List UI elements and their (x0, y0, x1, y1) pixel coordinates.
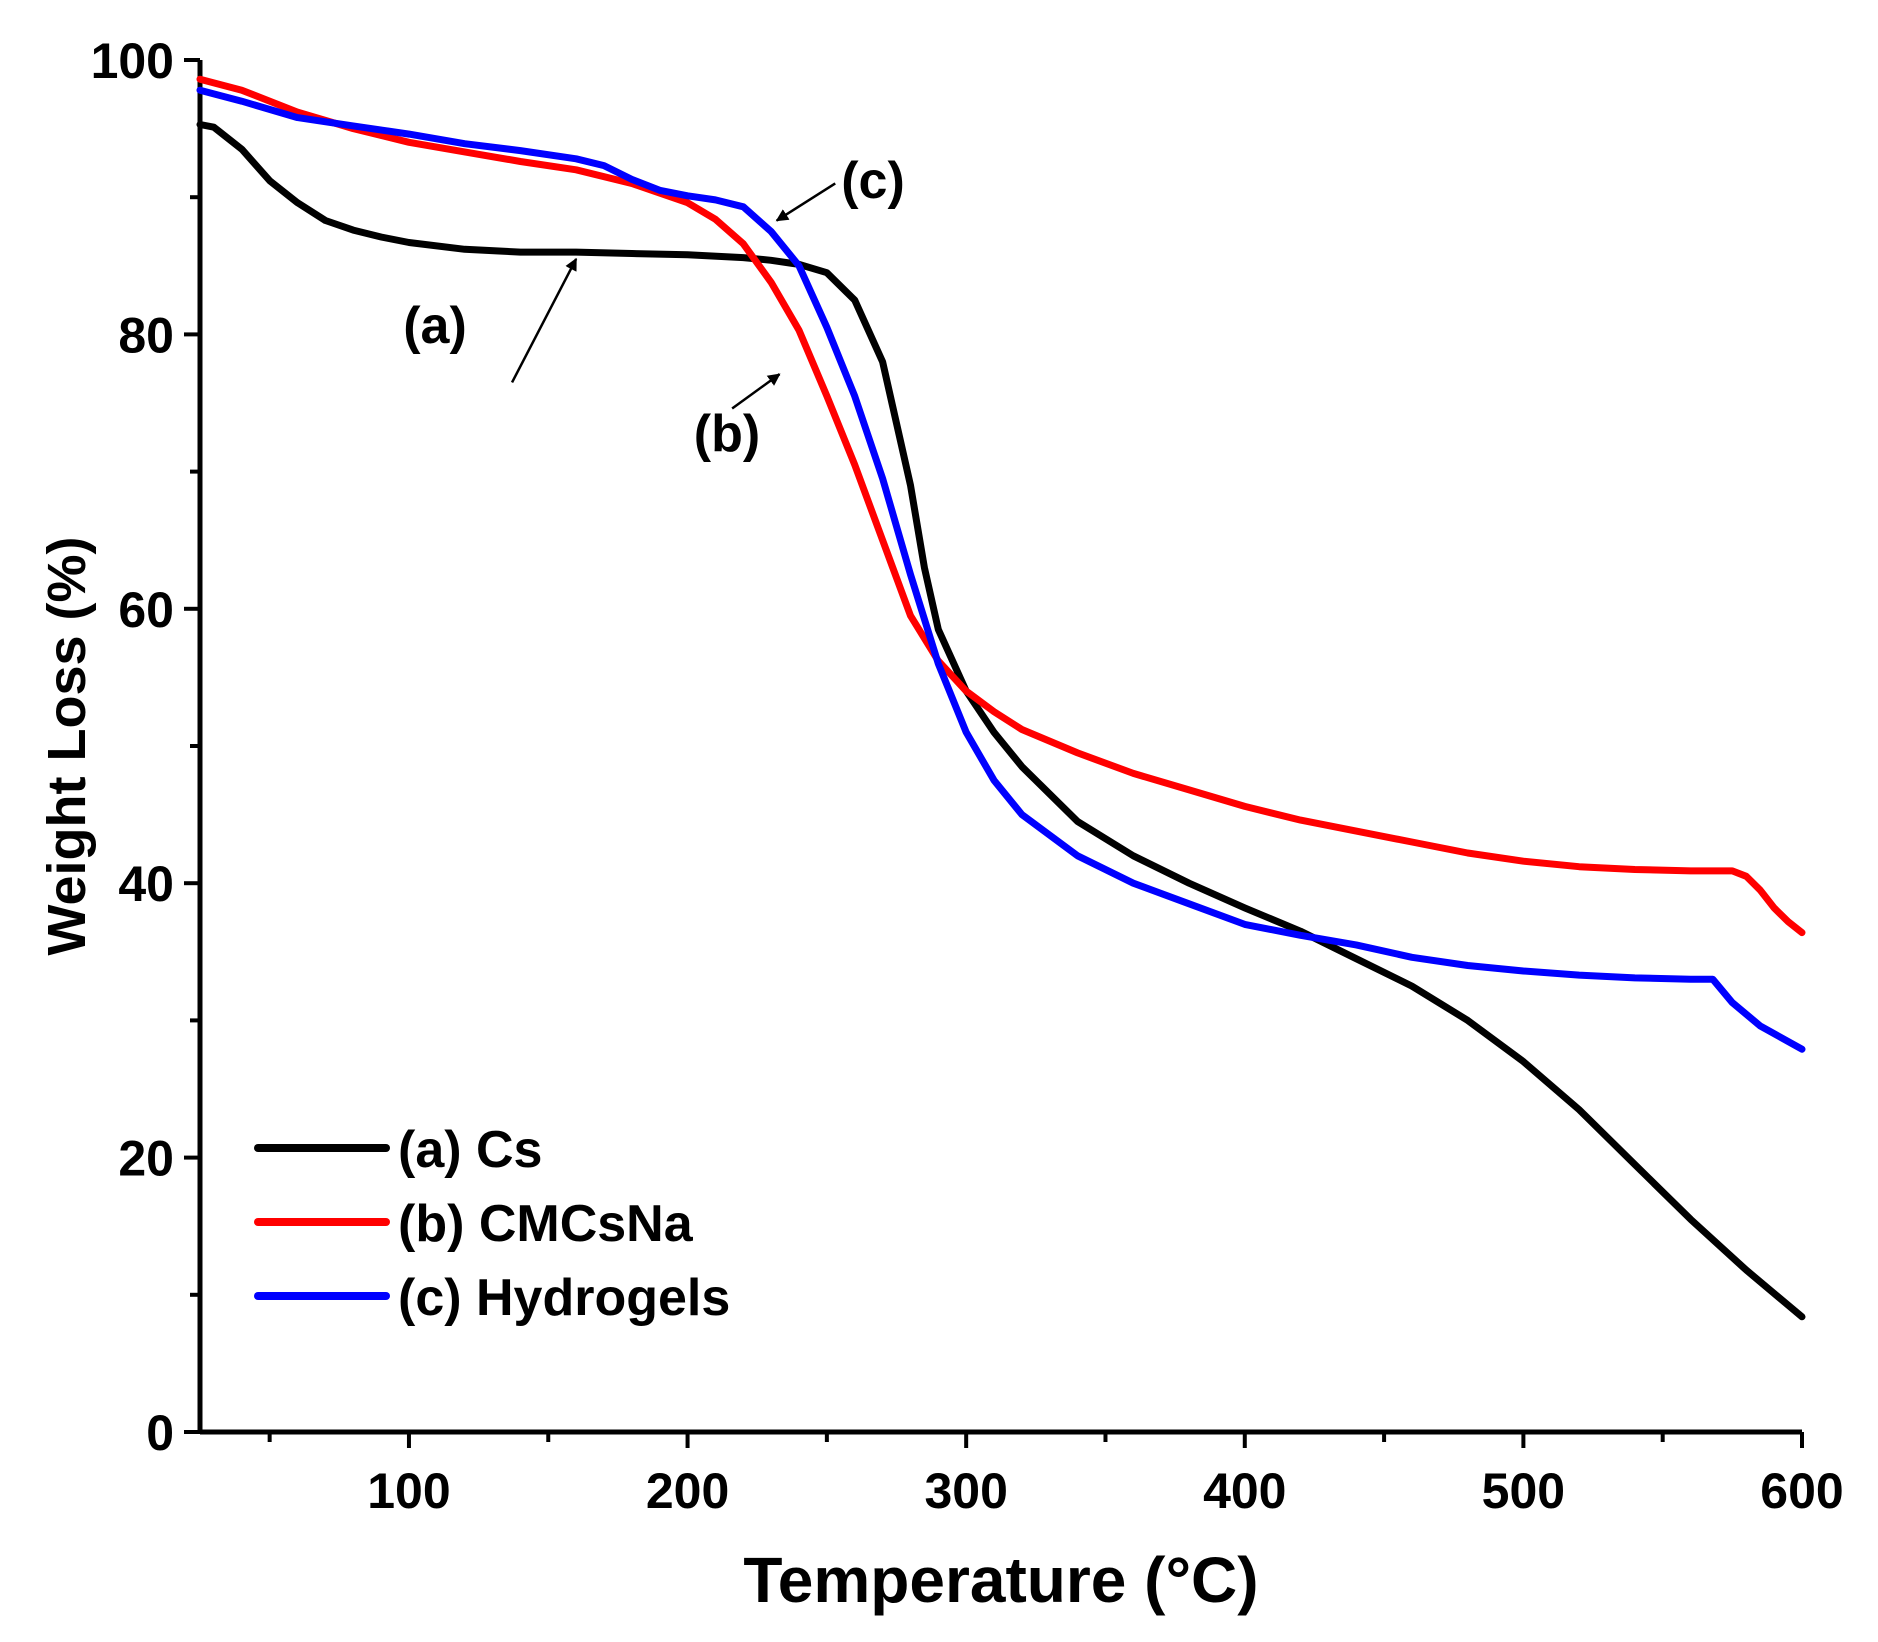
data-series (196, 75, 1806, 1321)
annotation-arrow (775, 182, 836, 222)
annotation-label: (b) (694, 405, 760, 463)
x-tick-label: 600 (1760, 1463, 1843, 1519)
legend-label: (c) Hydrogels (398, 1269, 730, 1327)
series-line-c-hydrogels (196, 86, 1806, 1053)
y-tick-label: 40 (118, 856, 174, 912)
x-tick-label: 200 (646, 1463, 729, 1519)
y-tick-label: 20 (118, 1131, 174, 1187)
annotation-label: (a) (403, 297, 467, 355)
y-axis-title: Weight Loss (%) (37, 536, 97, 955)
legend-label: (a) Cs (398, 1121, 542, 1179)
y-tick-label: 100 (91, 33, 174, 89)
annotations: (a) (b) (c) (403, 152, 905, 463)
x-tick-label: 300 (924, 1463, 1007, 1519)
y-tick-label: 60 (118, 582, 174, 638)
x-tick-label: 100 (367, 1463, 450, 1519)
x-tick-label: 400 (1203, 1463, 1286, 1519)
legend: (a) Cs (b) CMCsNa (c) Hydrogels (254, 1121, 730, 1327)
x-tick-label: 500 (1482, 1463, 1565, 1519)
annotation-label: (c) (841, 152, 905, 210)
y-tick-label: 0 (146, 1405, 174, 1461)
x-axis-title: Temperature (°C) (743, 1544, 1258, 1616)
annotation-arrow (731, 373, 781, 410)
series-line-a-cs (196, 121, 1806, 1321)
axes: 100 200 300 400 500 600 0 20 40 60 80 100 (91, 33, 1844, 1519)
annotation-arrow (510, 257, 578, 383)
y-tick-label: 80 (118, 307, 174, 363)
series-line-b-cmcsna (196, 75, 1806, 937)
legend-label: (b) CMCsNa (398, 1195, 694, 1253)
